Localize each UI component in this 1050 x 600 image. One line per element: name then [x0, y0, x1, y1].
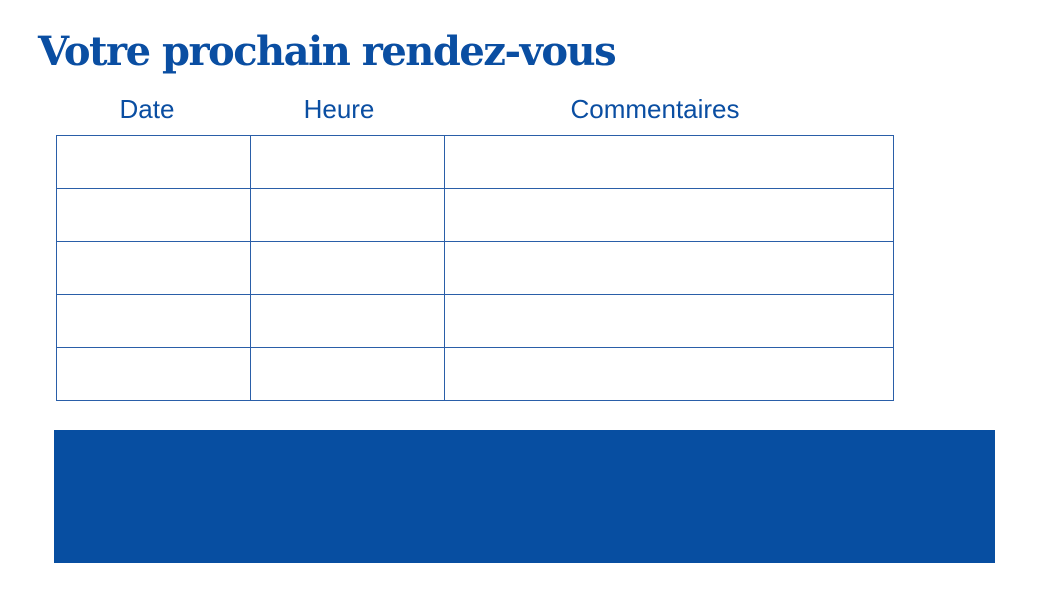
column-header-heure: Heure [303, 94, 375, 124]
page-title: Votre prochain rendez-vous [38, 28, 617, 75]
cell-heure[interactable] [250, 294, 445, 348]
appointment-table [56, 135, 894, 401]
cell-commentaires[interactable] [444, 294, 894, 348]
table-row [56, 188, 894, 242]
table-row [56, 294, 894, 348]
cell-commentaires[interactable] [444, 188, 894, 242]
cell-date[interactable] [56, 188, 251, 242]
cell-date[interactable] [56, 135, 251, 189]
cell-heure[interactable] [250, 347, 445, 401]
cell-date[interactable] [56, 347, 251, 401]
cell-date[interactable] [56, 294, 251, 348]
column-header-commentaires: Commentaires [570, 94, 740, 124]
column-header-date: Date [119, 94, 175, 124]
cell-commentaires[interactable] [444, 347, 894, 401]
cell-date[interactable] [56, 241, 251, 295]
cell-commentaires[interactable] [444, 241, 894, 295]
table-row [56, 135, 894, 189]
cell-heure[interactable] [250, 135, 445, 189]
brand-banner [54, 430, 995, 563]
cell-heure[interactable] [250, 188, 445, 242]
table-row [56, 241, 894, 295]
table-row [56, 347, 894, 401]
cell-heure[interactable] [250, 241, 445, 295]
cell-commentaires[interactable] [444, 135, 894, 189]
